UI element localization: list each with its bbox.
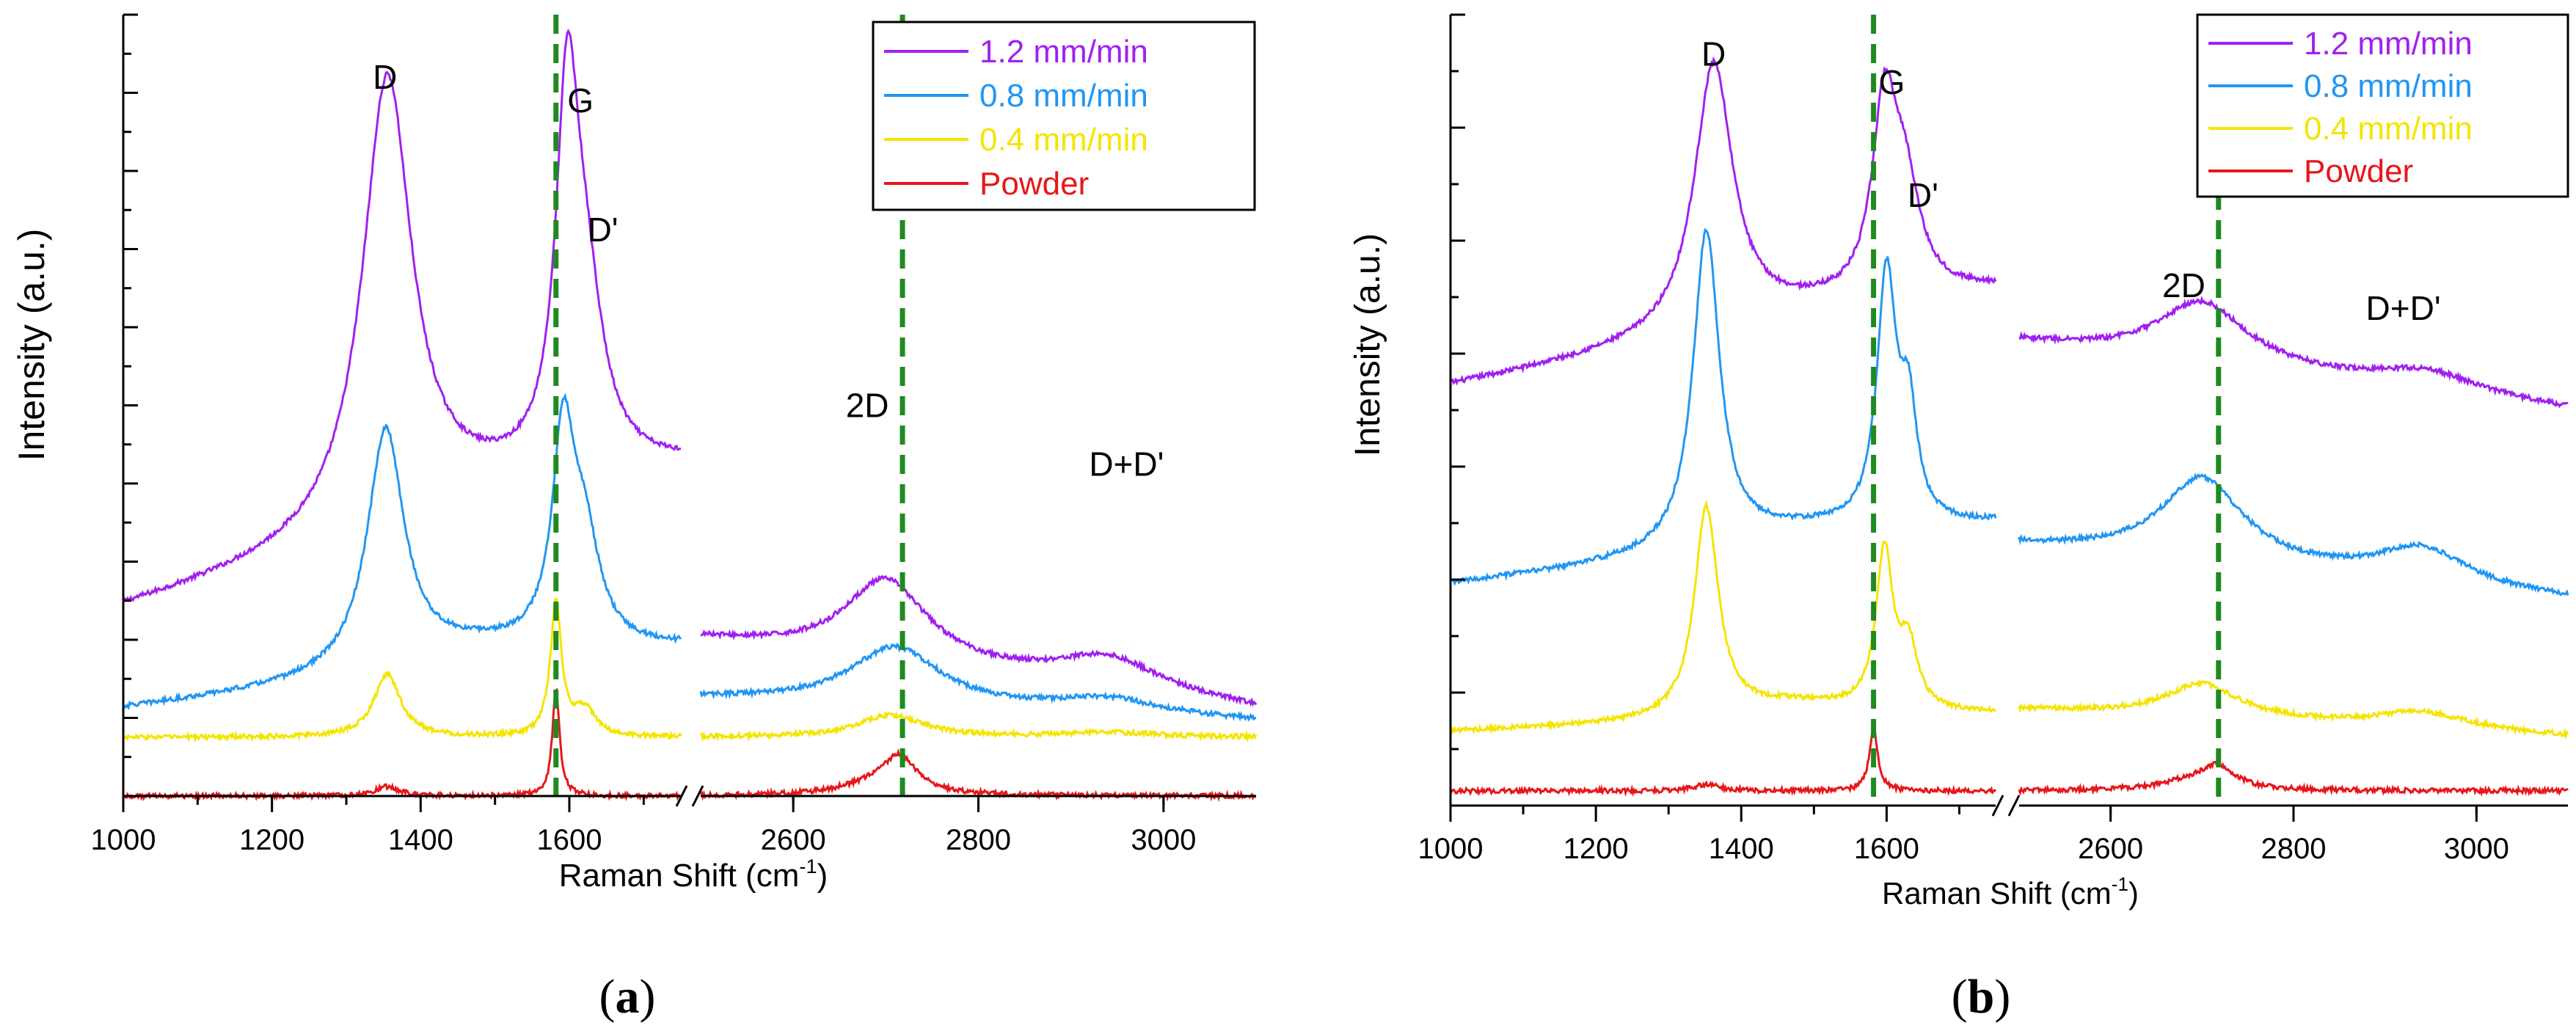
series-line-0-8-mm-min-seg1	[1449, 227, 1997, 586]
series-line-0-4-mm-min-seg1	[1449, 499, 1996, 735]
x-axis-label: Raman Shift (cm-1)	[1882, 873, 2139, 910]
x-tick-label: 1000	[1418, 833, 1484, 865]
x-tick-label: 2800	[2261, 833, 2327, 865]
peak-annotation-d: D'	[1908, 176, 1938, 214]
x-tick-label: 1600	[1854, 833, 1919, 865]
x-tick-label: 1000	[91, 824, 156, 856]
legend-label-4: Powder	[2304, 153, 2413, 189]
series-line-1-2-mm-min-seg2	[2018, 295, 2569, 409]
peak-annotation-d: D	[373, 58, 397, 96]
legend-label-1: 1.2 mm/min	[2304, 26, 2473, 62]
panel-a: 1000 1200 1400 1600 2600 2800 3000 Intensity (a…	[11, 13, 1258, 894]
series-line-0-8-mm-min-seg2	[2018, 472, 2569, 596]
legend-label-2: 0.8 mm/min	[979, 78, 1148, 114]
peak-annotation-dd: D+D'	[2366, 289, 2441, 327]
axis-break-mark-2	[691, 785, 704, 807]
x-tick-label: 1200	[1564, 833, 1629, 865]
x-axis-label-end: )	[2128, 876, 2139, 910]
series-line-powder-seg2	[2018, 760, 2569, 797]
panel-label-a: (a)	[599, 970, 656, 1023]
y-axis-label: Intensity (a.u.)	[1349, 233, 1387, 456]
series-line-1-2-mm-min-seg1	[122, 29, 681, 602]
axis-break-mark-2	[2007, 795, 2021, 817]
panel-b: 1000 1200 1400 1600 2600 2800 3000 Intensity (a…	[1349, 13, 2569, 910]
x-tick-label: 1200	[239, 824, 304, 856]
x-tick-label: 3000	[1131, 824, 1196, 856]
legend-label-4: Powder	[979, 166, 1089, 202]
legend-label-3: 0.4 mm/min	[979, 122, 1148, 158]
series-line-0-8-mm-min-seg2	[699, 643, 1257, 723]
peak-annotation-2d: 2D	[2162, 266, 2205, 304]
peak-annotation-d: D'	[588, 211, 619, 249]
series-line-0-4-mm-min-seg2	[2018, 679, 2569, 740]
peak-annotation-dd: D+D'	[1089, 445, 1164, 483]
series-line-1-2-mm-min-seg2	[700, 574, 1258, 707]
series-line-0-8-mm-min-seg1	[122, 393, 682, 711]
x-axis-label: Raman Shift (cm-1)	[559, 855, 828, 894]
x-tick-label: 2800	[946, 824, 1011, 856]
peak-annotation-g: G	[567, 81, 594, 120]
x-tick-label: 1600	[537, 824, 602, 856]
x-axis-label-end: )	[817, 858, 828, 894]
series-line-0-4-mm-min-seg1	[122, 597, 682, 743]
x-tick-label: 2600	[2078, 833, 2143, 865]
x-tick-label: 1400	[388, 824, 453, 856]
series-line-powder-seg1	[1449, 726, 1997, 797]
legend-label-2: 0.8 mm/min	[2304, 68, 2473, 104]
x-tick-label: 1400	[1709, 833, 1774, 865]
series-line-1-2-mm-min-seg1	[1450, 56, 1997, 386]
legend-label-1: 1.2 mm/min	[979, 34, 1148, 70]
x-axis-label-superscript: -1	[2112, 873, 2128, 895]
legend-label-3: 0.4 mm/min	[2304, 111, 2473, 147]
peak-annotation-2d: 2D	[846, 386, 889, 424]
axis-break-mark-1	[1991, 795, 2004, 817]
series-line-0-4-mm-min-seg2	[700, 710, 1258, 743]
peak-annotation-g: G	[1878, 63, 1905, 101]
y-axis-label: Intensity (a.u.)	[11, 229, 52, 461]
axis-break-mark-1	[675, 785, 688, 807]
legend-box	[2196, 13, 2569, 198]
panel-label-b: (b)	[1952, 970, 2011, 1023]
x-axis-label-superscript: -1	[799, 855, 817, 877]
legend-box	[872, 21, 1256, 211]
x-axis-label-main: Raman Shift (cm	[559, 858, 800, 894]
peak-annotation-d: D	[1701, 34, 1726, 73]
x-tick-label: 3000	[2444, 833, 2509, 865]
x-tick-label: 2600	[761, 824, 826, 856]
series-line-powder-seg1	[123, 687, 682, 802]
x-axis-label-main: Raman Shift (cm	[1882, 876, 2112, 910]
